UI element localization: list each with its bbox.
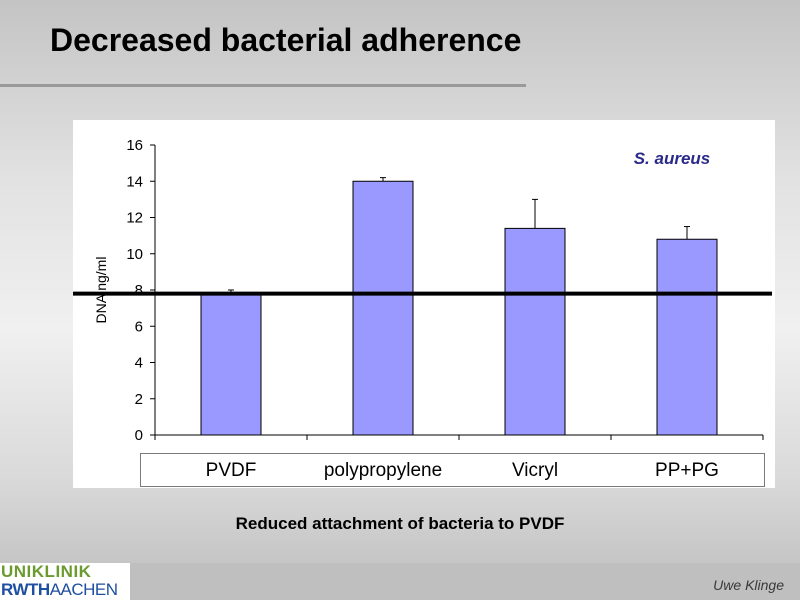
logo-rwth: RWTH xyxy=(1,580,50,599)
author-name: Uwe Klinge xyxy=(713,577,784,593)
category-label: PP+PG xyxy=(655,460,719,481)
series-annotation: S. aureus xyxy=(634,149,711,168)
y-tick-label: 2 xyxy=(135,391,143,408)
bar-polypropylene xyxy=(352,180,414,436)
title-underline xyxy=(0,84,526,87)
category-label: Vicryl xyxy=(511,460,559,481)
y-tick-label: 14 xyxy=(126,173,143,190)
logo-line-rwth-aachen: RWTHAACHEN xyxy=(1,581,118,599)
y-tick-label: 12 xyxy=(126,210,143,227)
y-tick-label: 10 xyxy=(126,246,143,263)
bar-vicryl xyxy=(504,227,566,436)
logo-aachen: AACHEN xyxy=(49,580,118,599)
y-tick-label: 8 xyxy=(135,282,143,299)
category-label: polypropylene xyxy=(323,460,443,481)
y-axis-label: DNA ng/ml xyxy=(93,257,109,324)
uniklinik-rwth-aachen-logo: UNIKLINIK RWTHAACHEN xyxy=(0,563,130,600)
category-label-box: PVDF polypropylene Vicryl PP+PG xyxy=(140,453,765,487)
y-tick-label: 4 xyxy=(135,355,143,372)
logo-line-uniklinik: UNIKLINIK xyxy=(1,562,92,581)
slide-title: Decreased bacterial adherence xyxy=(50,22,522,58)
y-tick-label: 6 xyxy=(135,318,143,335)
footer-bar: UNIKLINIK RWTHAACHEN Uwe Klinge xyxy=(0,563,800,600)
bar-pvdf xyxy=(200,293,262,436)
y-tick-label: 16 xyxy=(126,137,143,154)
bar-pp-pg xyxy=(656,238,718,436)
slide-caption: Reduced attachment of bacteria to PVDF xyxy=(235,514,565,533)
y-tick-label: 0 xyxy=(135,427,143,444)
category-label: PVDF xyxy=(205,460,257,481)
